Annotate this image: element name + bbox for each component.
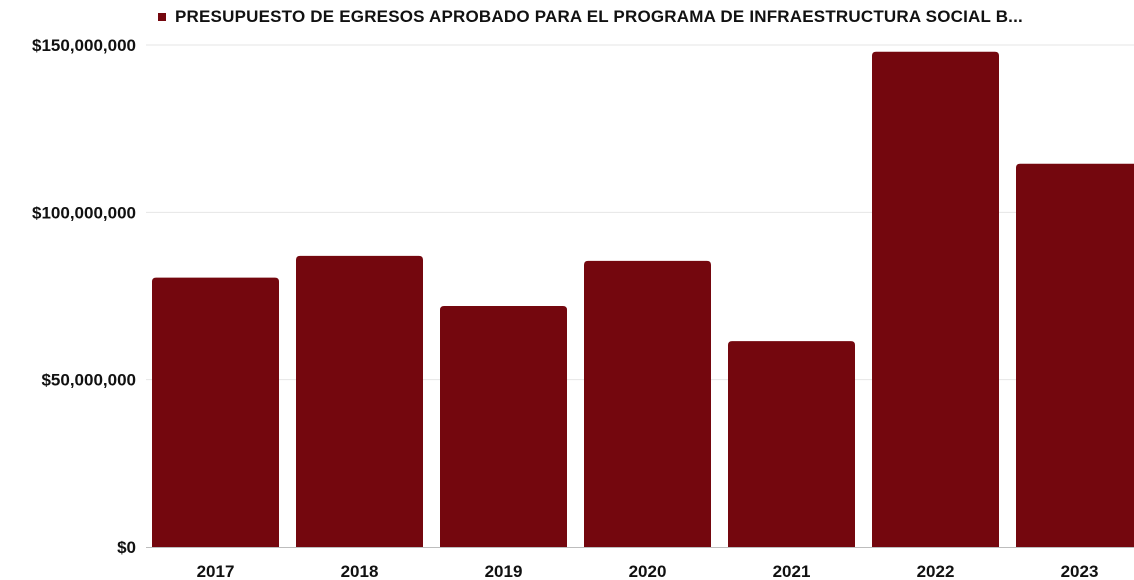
x-tick-label-2023: 2023 [1061, 562, 1099, 580]
bars [152, 51, 1134, 548]
x-tick-label-2018: 2018 [341, 562, 379, 580]
legend-swatch [158, 13, 166, 21]
x-tick-label-2020: 2020 [629, 562, 667, 580]
x-tick-label-2021: 2021 [773, 562, 811, 580]
bar-2018 [296, 255, 423, 547]
bar-2019 [440, 306, 567, 547]
bar-2021 [728, 341, 855, 547]
bar-2022 [872, 51, 999, 548]
y-axis-tick-labels: $0 $50,000,000 $100,000,000 $150,000,000 [32, 36, 136, 557]
bar-2017 [152, 277, 279, 547]
bar-2020 [584, 260, 711, 547]
y-tick-label: $0 [117, 538, 136, 557]
chart-legend: PRESUPUESTO DE EGRESOS APROBADO PARA EL … [158, 6, 1023, 28]
y-tick-label: $50,000,000 [41, 371, 136, 390]
x-tick-label-2017: 2017 [197, 562, 235, 580]
bar-2023 [1016, 163, 1134, 547]
x-axis-tick-labels: 2017 2018 2019 2020 2021 2022 2023 [197, 562, 1099, 580]
y-tick-label: $150,000,000 [32, 36, 136, 55]
legend-label: PRESUPUESTO DE EGRESOS APROBADO PARA EL … [175, 7, 1023, 26]
y-tick-label: $100,000,000 [32, 203, 136, 222]
x-tick-label-2019: 2019 [485, 562, 523, 580]
x-tick-label-2022: 2022 [917, 562, 955, 580]
